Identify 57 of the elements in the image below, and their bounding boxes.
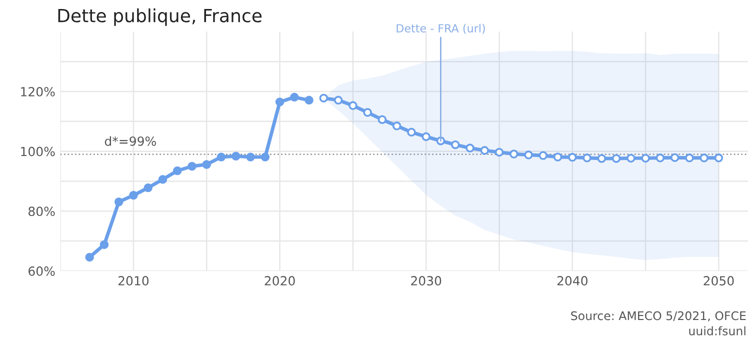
point (188, 162, 196, 171)
x-tick-label: 2030 (411, 276, 442, 286)
x-tick-label: 2050 (704, 276, 734, 286)
point (202, 160, 212, 169)
point (246, 152, 255, 162)
point (216, 152, 226, 162)
point (85, 252, 94, 262)
ref-line-label: d*=99% (104, 136, 156, 146)
point (582, 154, 592, 162)
point (597, 154, 606, 163)
point (553, 152, 562, 162)
point (319, 94, 328, 102)
point (100, 240, 109, 250)
point (290, 92, 299, 102)
point (480, 146, 489, 155)
point (304, 96, 314, 105)
point (232, 152, 240, 160)
point (450, 140, 460, 150)
y-tick-label: 80% (28, 206, 55, 216)
point (714, 154, 724, 162)
point (172, 166, 182, 176)
point (114, 197, 124, 206)
point (363, 108, 372, 117)
point (407, 128, 416, 137)
point (158, 175, 168, 184)
y-tick-label: 120% (21, 86, 55, 96)
x-tick-label: 2020 (264, 276, 295, 286)
point (641, 154, 650, 163)
text: uuid:fsunl (689, 326, 746, 336)
source-note: Source: AMECO 5/2021, OFCE (571, 311, 746, 322)
point (612, 154, 621, 163)
chart-title: Dette publique, France (58, 8, 262, 26)
point (685, 154, 694, 162)
point (348, 101, 358, 110)
point (670, 153, 680, 162)
point (144, 183, 152, 192)
point (422, 132, 430, 142)
point (568, 152, 577, 162)
point (538, 151, 548, 160)
annotation: Dette - FRA (url) (396, 24, 485, 34)
point (494, 148, 504, 157)
point (510, 150, 518, 158)
x-tick-label: 2040 (557, 276, 588, 286)
point (260, 152, 270, 162)
point (656, 154, 665, 162)
x-tick-label: 2010 (118, 276, 149, 286)
point (129, 190, 138, 200)
point (626, 154, 636, 163)
point (466, 144, 474, 152)
point (378, 115, 387, 124)
point (700, 154, 708, 162)
point (524, 150, 533, 160)
point (392, 122, 402, 130)
y-tick-label: 60% (28, 266, 55, 276)
point (275, 98, 284, 106)
point (334, 96, 343, 105)
y-tick-label: 100% (21, 146, 55, 156)
